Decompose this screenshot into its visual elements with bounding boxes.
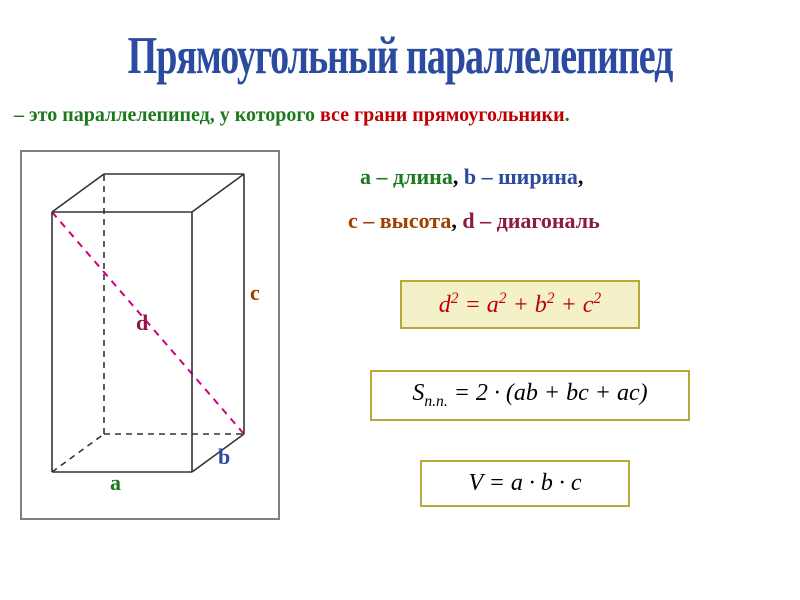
formula-diagonal: d2 = a2 + b2 + c2 xyxy=(400,280,640,329)
diagram-frame: a b c d xyxy=(20,150,280,520)
svg-text:d: d xyxy=(136,310,148,335)
dims-legend-2: c – высота, d – диагональ xyxy=(348,208,600,234)
svg-text:b: b xyxy=(218,444,230,469)
svg-text:a: a xyxy=(110,470,121,495)
formula-volume: V = a · b · c xyxy=(420,460,630,507)
definition-line: – это параллелепипед, у которого все гра… xyxy=(14,104,570,127)
dims-legend-1: a – длина, b – ширина, xyxy=(360,164,583,190)
cuboid-diagram: a b c d xyxy=(32,162,268,508)
formula-surface-area: Sп.п. = 2 · (ab + bc + ac) xyxy=(370,370,690,421)
page-title: Прямоугольный параллелепипед xyxy=(0,0,800,87)
svg-text:c: c xyxy=(250,280,260,305)
